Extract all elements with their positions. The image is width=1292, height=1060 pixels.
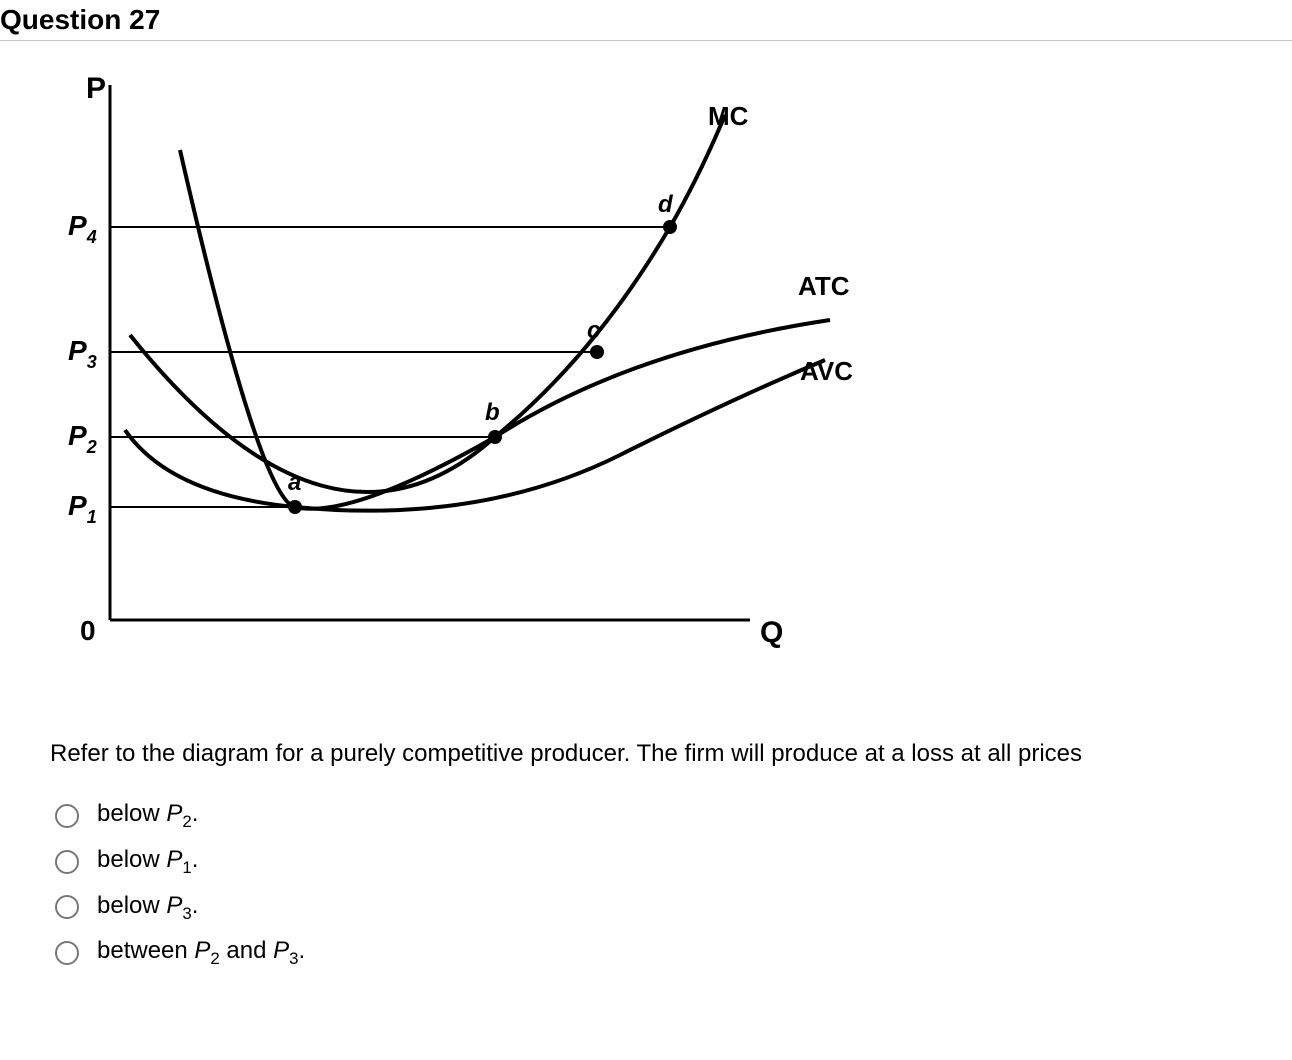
- svg-text:P4: P4: [68, 210, 97, 247]
- cost-curve-diagram: ATC AVC MC a b c d P Q 0 P4 P3 P2 P1: [30, 60, 950, 680]
- answer-list: below P2. below P1. below P3. between P2 an…: [55, 800, 305, 983]
- answer-label: between P2 and P3.: [97, 937, 305, 969]
- svg-text:b: b: [485, 399, 500, 426]
- answer-label: below P3.: [97, 892, 198, 924]
- radio-icon[interactable]: [55, 941, 79, 965]
- svg-text:c: c: [587, 317, 600, 344]
- svg-text:MC: MC: [708, 101, 749, 131]
- divider: [0, 40, 1292, 41]
- svg-text:ATC: ATC: [798, 271, 850, 301]
- question-prompt: Refer to the diagram for a purely compet…: [50, 740, 1082, 768]
- svg-text:Q: Q: [760, 616, 783, 649]
- answer-option[interactable]: below P1.: [55, 846, 305, 878]
- question-title: Question 27: [0, 4, 160, 36]
- svg-text:P2: P2: [68, 420, 97, 457]
- answer-option[interactable]: below P2.: [55, 800, 305, 832]
- radio-icon[interactable]: [55, 895, 79, 919]
- svg-text:d: d: [658, 191, 674, 218]
- svg-text:a: a: [288, 469, 301, 496]
- answer-option[interactable]: below P3.: [55, 892, 305, 924]
- radio-icon[interactable]: [55, 850, 79, 874]
- svg-text:P3: P3: [68, 335, 97, 372]
- answer-label: below P1.: [97, 846, 198, 878]
- answer-option[interactable]: between P2 and P3.: [55, 937, 305, 969]
- radio-icon[interactable]: [55, 804, 79, 828]
- svg-text:P1: P1: [68, 490, 97, 527]
- answer-label: below P2.: [97, 800, 198, 832]
- svg-text:P: P: [86, 72, 106, 105]
- svg-text:AVC: AVC: [800, 356, 853, 386]
- svg-text:0: 0: [80, 615, 96, 646]
